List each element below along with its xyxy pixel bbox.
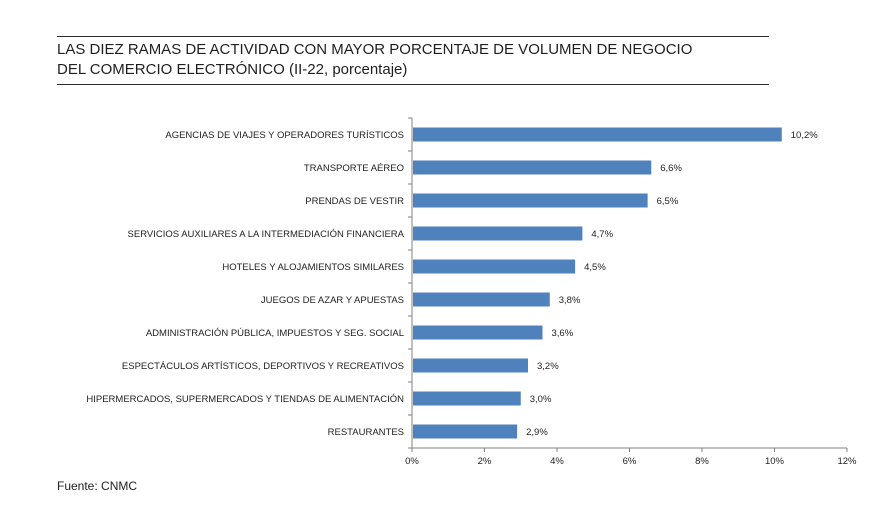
bar xyxy=(413,193,648,208)
x-tick-label: 4% xyxy=(550,456,564,467)
x-tick-label: 12% xyxy=(837,456,857,467)
category-label: ADMINISTRACIÓN PÚBLICA, IMPUESTOS Y SEG.… xyxy=(146,328,404,339)
value-label: 10,2% xyxy=(791,130,818,141)
category-label: RESTAURANTES xyxy=(328,427,404,438)
category-label: JUEGOS DE AZAR Y APUESTAS xyxy=(261,295,404,306)
bar xyxy=(413,127,782,142)
bar xyxy=(413,160,652,175)
chart-title-line-2: DEL COMERCIO ELECTRÓNICO (II-22, porcent… xyxy=(57,61,408,78)
x-tick-label: 2% xyxy=(478,456,492,467)
value-label: 6,6% xyxy=(660,163,682,174)
bar xyxy=(413,358,528,373)
value-label: 3,2% xyxy=(537,361,559,372)
category-label: AGENCIAS DE VIAJES Y OPERADORES TURÍSTIC… xyxy=(165,130,404,141)
bar xyxy=(413,325,543,340)
chart-title: LAS DIEZ RAMAS DE ACTIVIDAD CON MAYOR PO… xyxy=(57,40,777,80)
category-label: HIPERMERCADOS, SUPERMERCADOS Y TIENDAS D… xyxy=(86,394,404,405)
title-top-rule xyxy=(57,36,769,37)
value-label: 6,5% xyxy=(657,196,679,207)
x-tick-label: 10% xyxy=(765,456,785,467)
x-tick-label: 8% xyxy=(695,456,709,467)
bar xyxy=(413,424,518,439)
category-label: TRANSPORTE AÉREO xyxy=(304,163,404,174)
value-label: 3,8% xyxy=(559,295,581,306)
bar xyxy=(413,292,550,307)
bar xyxy=(413,391,521,406)
chart-title-line-1: LAS DIEZ RAMAS DE ACTIVIDAD CON MAYOR PO… xyxy=(57,41,693,58)
category-label: SERVICIOS AUXILIARES A LA INTERMEDIACIÓN… xyxy=(128,229,405,240)
bar xyxy=(413,226,583,241)
x-tick-label: 0% xyxy=(405,456,419,467)
category-label: PRENDAS DE VESTIR xyxy=(305,196,404,207)
category-label: HOTELES Y ALOJAMIENTOS SIMILARES xyxy=(222,262,404,273)
x-tick-label: 6% xyxy=(623,456,637,467)
value-label: 2,9% xyxy=(526,427,548,438)
value-label: 3,6% xyxy=(552,328,574,339)
value-label: 4,7% xyxy=(591,229,613,240)
value-label: 4,5% xyxy=(584,262,606,273)
value-label: 3,0% xyxy=(530,394,552,405)
title-bottom-rule xyxy=(57,84,769,85)
bar xyxy=(413,259,576,274)
source-note: Fuente: CNMC xyxy=(57,479,138,493)
category-label: ESPECTÁCULOS ARTÍSTICOS, DEPORTIVOS Y RE… xyxy=(122,361,404,372)
